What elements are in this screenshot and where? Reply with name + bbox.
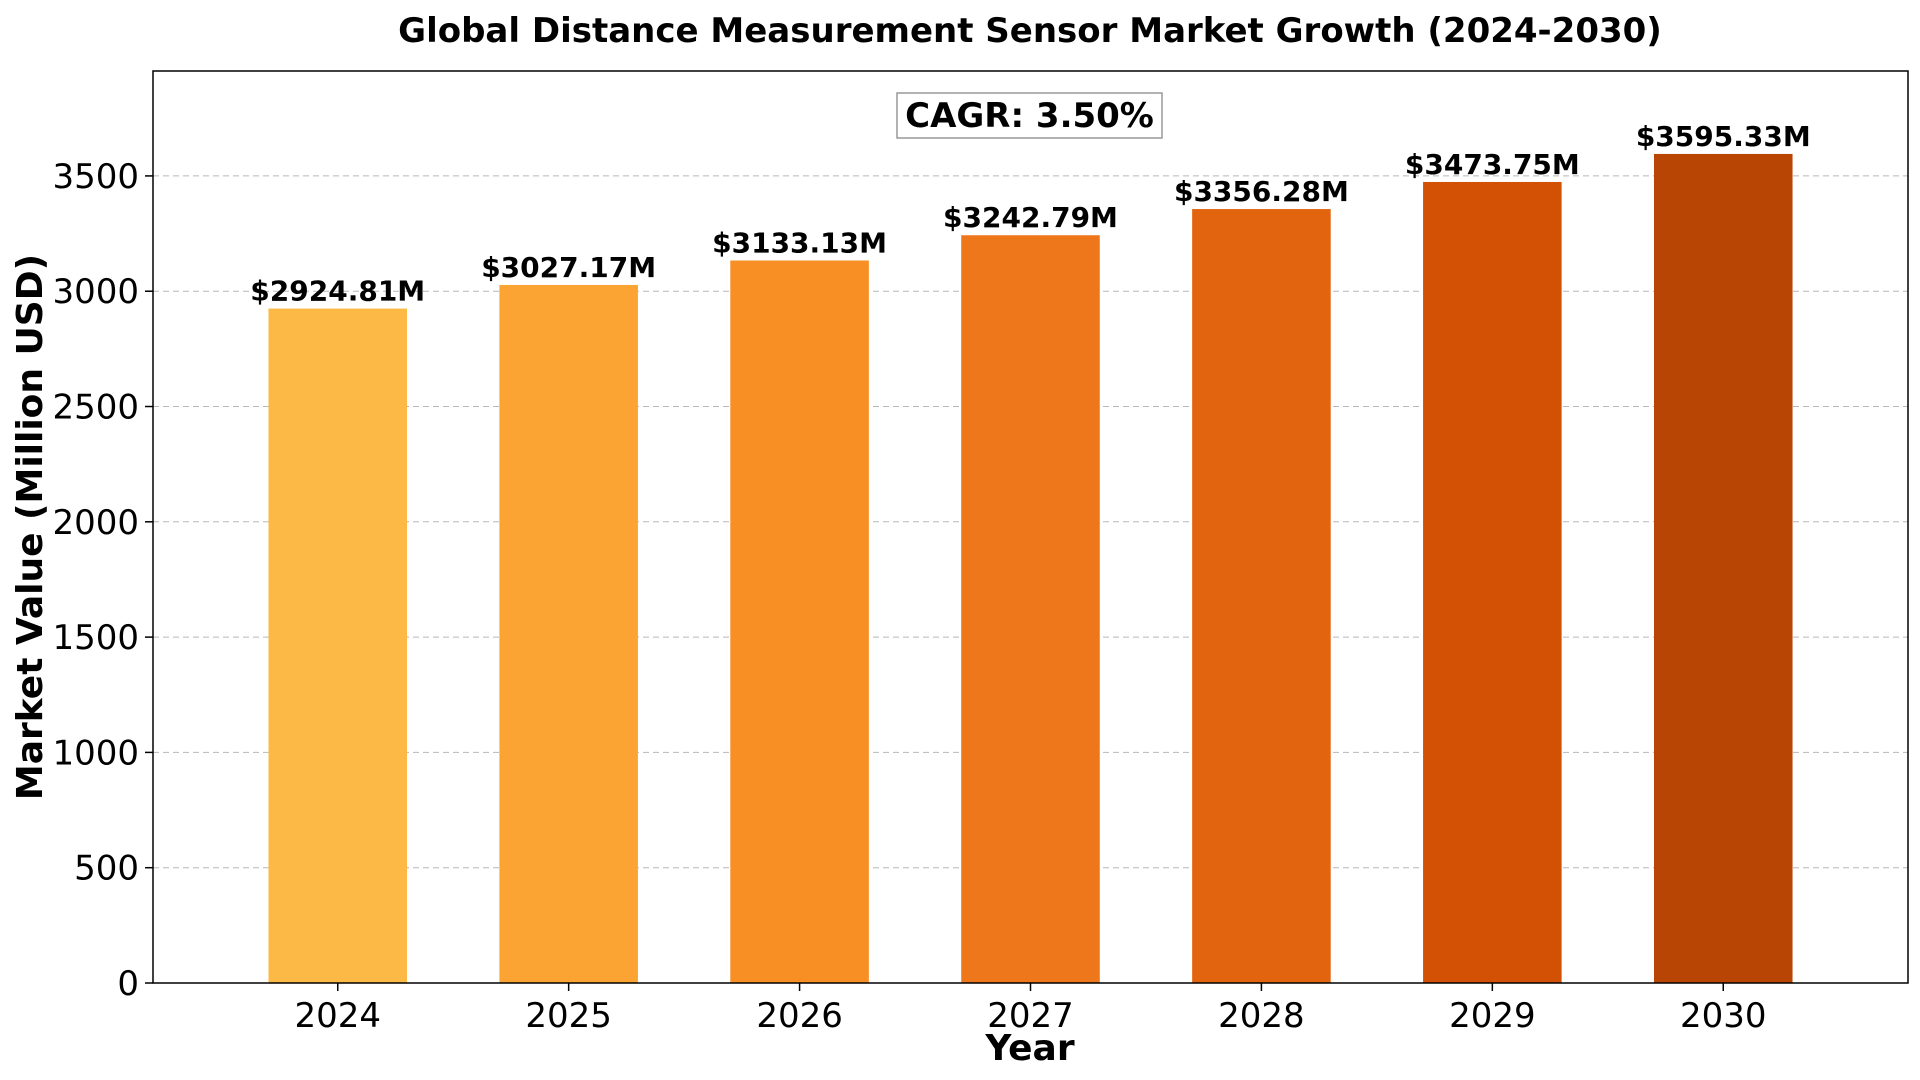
cagr-text: CAGR: 3.50% (905, 96, 1154, 136)
y-tick-label: 1000 (52, 733, 139, 773)
bar-2029 (1423, 181, 1562, 983)
y-axis-ticks: 0 500 1000 1500 2000 2500 3000 3500 (52, 157, 153, 1004)
y-tick-label: 0 (117, 964, 139, 1004)
data-label-2028: $3356.28M (1174, 175, 1349, 208)
y-tick-label: 3000 (52, 272, 139, 312)
bar-2028 (1192, 209, 1331, 984)
bar-2024 (268, 308, 408, 984)
y-tick-label: 2000 (52, 503, 139, 543)
y-tick-label: 500 (74, 849, 139, 889)
x-tick-label-2027: 2027 (987, 996, 1074, 1036)
y-tick-label: 1500 (52, 618, 139, 658)
bar-2026 (730, 260, 869, 983)
x-tick-label-2029: 2029 (1449, 996, 1536, 1036)
x-tick-label-2024: 2024 (294, 996, 381, 1036)
data-labels: $2924.81M $3027.17M $3133.13M $3242.79M $335… (250, 120, 1810, 308)
x-axis-label: Year (984, 1028, 1074, 1069)
y-tick-label: 3500 (52, 157, 139, 197)
x-tick-label-2030: 2030 (1680, 996, 1767, 1036)
bar-2025 (499, 284, 638, 983)
y-tick-label: 2500 (52, 388, 139, 428)
grid-lines (153, 175, 1908, 869)
data-label-2025: $3027.17M (481, 251, 656, 284)
x-axis-ticks: 2024 2025 2026 2027 2028 2029 2030 (294, 983, 1767, 1036)
chart-title: Global Distance Measurement Sensor Marke… (398, 11, 1662, 51)
bar-2030 (1653, 153, 1793, 983)
data-label-2026: $3133.13M (712, 227, 887, 260)
y-axis-label: Market Value (Million USD) (10, 254, 51, 800)
plot-frame (152, 70, 1909, 984)
data-label-2024: $2924.81M (250, 275, 425, 308)
cagr-annotation: CAGR: 3.50% (896, 92, 1163, 139)
data-label-2029: $3473.75M (1405, 148, 1580, 181)
x-tick-label-2025: 2025 (525, 996, 612, 1036)
data-label-2027: $3242.79M (943, 201, 1118, 234)
cagr-box (896, 92, 1163, 139)
bar-2027 (961, 235, 1100, 983)
bars (268, 153, 1793, 984)
x-tick-label-2026: 2026 (756, 996, 843, 1036)
data-label-2030: $3595.33M (1636, 120, 1811, 153)
x-tick-label-2028: 2028 (1218, 996, 1305, 1036)
